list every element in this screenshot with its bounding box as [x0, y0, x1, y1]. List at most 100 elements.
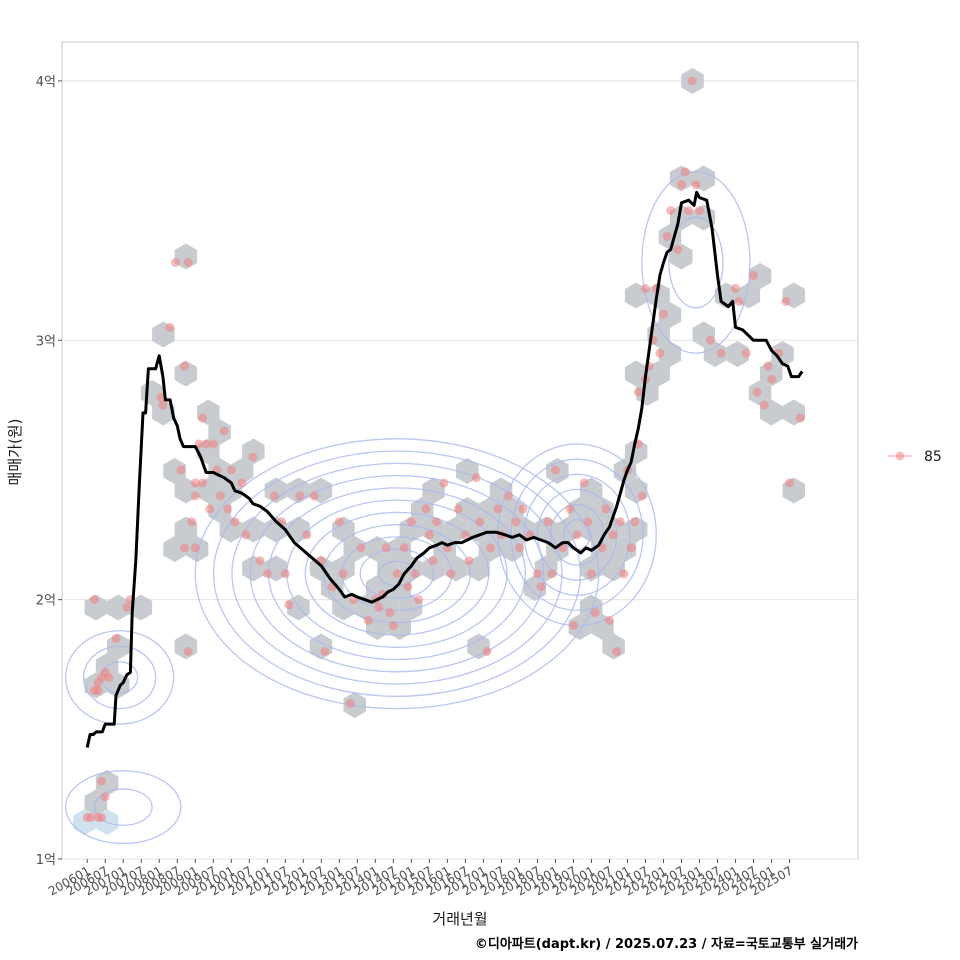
scatter-point	[482, 647, 492, 656]
scatter-point	[171, 258, 180, 267]
hex-bin	[748, 263, 772, 289]
hex-bin	[388, 575, 411, 601]
scatter-point	[572, 530, 582, 540]
scatter-point	[428, 556, 438, 566]
scatter-point	[493, 504, 503, 514]
scatter-point	[759, 400, 769, 410]
y-axis: 1억 2억 3억 4억	[36, 75, 62, 868]
scatter-point	[284, 600, 294, 610]
scatter-point	[612, 647, 622, 656]
scatter-point	[388, 621, 398, 631]
density-contour	[304, 511, 490, 636]
scatter-point	[158, 400, 168, 410]
scatter-point	[547, 569, 557, 579]
density-contour	[510, 458, 644, 612]
scatter-point	[749, 270, 758, 280]
x-axis-title: 거래년월	[432, 910, 487, 928]
scatter-point	[309, 491, 319, 501]
scatter-point	[781, 296, 791, 306]
scatter-point	[183, 258, 193, 267]
hex-bin	[602, 555, 625, 582]
scatter-point	[579, 478, 589, 488]
panel-background	[61, 41, 859, 860]
scatter-point	[691, 180, 701, 190]
density-contour	[82, 645, 157, 710]
scatter-point	[716, 348, 726, 358]
density-contour	[64, 630, 175, 725]
scatter-point	[385, 608, 395, 618]
scatter-point	[414, 595, 424, 605]
scatter-point	[532, 569, 542, 579]
scatter-point	[190, 491, 200, 501]
scatter-point	[601, 504, 611, 514]
scatter-point	[100, 792, 110, 802]
scatter-point	[198, 478, 207, 488]
scatter-point	[666, 206, 676, 216]
scatter-point	[677, 180, 686, 190]
scatter-point	[165, 322, 175, 332]
scatter-point	[198, 413, 207, 423]
hex-bin	[107, 594, 130, 621]
scatter-point	[406, 517, 416, 527]
scatter-point	[156, 392, 166, 402]
hex-bin	[332, 555, 355, 582]
scatter-point	[511, 517, 521, 527]
scatter-point	[216, 491, 225, 501]
scatter-point	[439, 478, 449, 488]
grid-lines	[62, 80, 858, 860]
scatter-point	[446, 569, 456, 579]
scatter-point	[180, 543, 189, 553]
scatter-point	[795, 413, 805, 423]
scatter-point	[543, 517, 553, 527]
hex-bin	[658, 302, 682, 328]
density-contours	[64, 171, 751, 845]
scatter-point	[626, 543, 636, 553]
scatter-point	[460, 530, 470, 540]
hex-bin	[658, 341, 682, 367]
scatter-point	[270, 491, 279, 501]
scatter-point	[569, 621, 578, 631]
scatter-point	[334, 517, 344, 527]
scatter-point	[731, 283, 740, 293]
hex-bin	[456, 497, 479, 523]
scatter-point	[641, 283, 650, 293]
scatter-point	[399, 543, 409, 553]
scatter-point	[655, 348, 665, 358]
density-contour	[359, 548, 435, 599]
scatter-point	[590, 608, 600, 618]
hex-bin	[152, 399, 175, 426]
scatter-point	[734, 296, 744, 306]
y-tick-label: 2억	[36, 594, 56, 609]
scatter-point	[97, 776, 107, 786]
hex-bin	[726, 341, 749, 367]
scatter-point	[695, 206, 704, 216]
scatter-point	[767, 374, 777, 384]
y-tick-label: 4억	[36, 75, 56, 90]
scatter-point	[475, 517, 485, 527]
scatter-point	[550, 465, 560, 475]
scatter-point	[190, 478, 200, 488]
x-axis: 2006012006072007012007072008012008072009…	[46, 859, 795, 899]
scatter-point	[486, 543, 496, 553]
scatter-point	[453, 504, 463, 514]
scatter-point	[338, 569, 348, 579]
scatter-point	[752, 387, 762, 397]
hex-bin	[399, 516, 423, 543]
scatter-point	[684, 206, 694, 216]
scatter-point	[763, 361, 773, 371]
y-tick-label: 3억	[36, 334, 56, 349]
scatter-point	[659, 309, 668, 319]
scatter-point	[514, 543, 524, 553]
density-contour	[64, 770, 182, 845]
scatter-point	[241, 530, 251, 540]
scatter-point	[208, 439, 218, 449]
scatter-point	[237, 478, 247, 488]
density-contour	[212, 450, 582, 697]
hex-bin	[287, 477, 310, 504]
hex-bin	[703, 341, 727, 367]
hex-bin	[613, 536, 637, 562]
density-contour	[641, 171, 751, 354]
scatter-point	[662, 232, 672, 241]
scatter-point	[630, 517, 640, 527]
